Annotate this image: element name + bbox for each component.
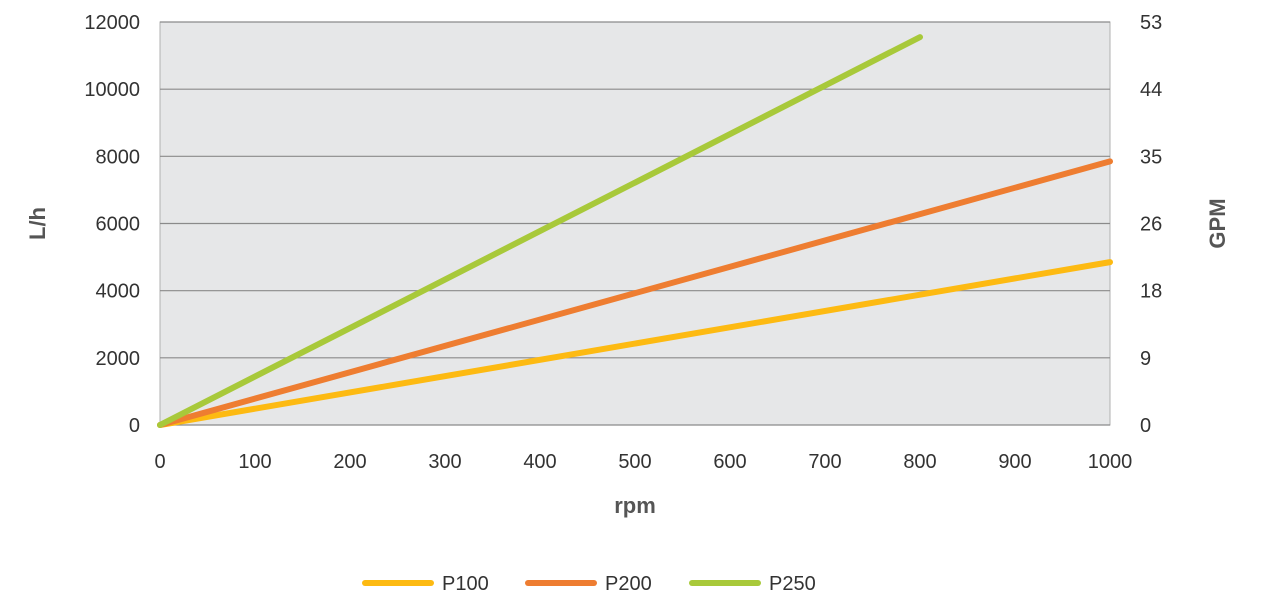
- x-tick-label: 100: [238, 451, 271, 473]
- x-axis-title: rpm: [614, 493, 656, 518]
- x-tick-labels: 0 100 200 300 400 500 600 700 800 900 1000: [154, 451, 1132, 473]
- y-tick-label: 10000: [84, 79, 140, 101]
- y-tick-labels: 0 2000 4000 6000 8000 10000 12000: [84, 12, 140, 437]
- legend: P100 P200 P250: [362, 573, 816, 595]
- x-tick-label: 400: [523, 451, 556, 473]
- series-line-p100: [157, 259, 1113, 428]
- x-tick-label: 300: [428, 451, 461, 473]
- y2-tick-label: 35: [1140, 146, 1162, 168]
- x-tick-label: 700: [808, 451, 841, 473]
- series-line-p200: [157, 158, 1113, 428]
- y2-tick-label: 9: [1140, 348, 1151, 370]
- y2-axis-title: GPM: [1205, 198, 1230, 248]
- y-tick-label: 8000: [96, 146, 141, 168]
- y-tick-label: 0: [129, 415, 140, 437]
- series-line-p250: [157, 34, 923, 428]
- y2-tick-label: 0: [1140, 415, 1151, 437]
- x-tick-label: 200: [333, 451, 366, 473]
- y2-tick-label: 18: [1140, 281, 1162, 303]
- legend-label-p250: P250: [769, 573, 816, 595]
- y-tick-label: 12000: [84, 12, 140, 34]
- x-tick-label: 600: [713, 451, 746, 473]
- x-tick-label: 500: [618, 451, 651, 473]
- y-tick-label: 4000: [96, 281, 141, 303]
- x-tick-label: 900: [998, 451, 1031, 473]
- y2-tick-labels: 0 9 18 26 35 44 53: [1140, 12, 1162, 437]
- y-tick-label: 2000: [96, 348, 141, 370]
- y2-tick-label: 44: [1140, 79, 1162, 101]
- gridlines: [160, 21, 1110, 426]
- legend-label-p200: P200: [605, 573, 652, 595]
- y2-tick-label: 26: [1140, 214, 1162, 236]
- y2-tick-label: 53: [1140, 12, 1162, 34]
- x-tick-label: 1000: [1088, 451, 1133, 473]
- y-axis-title: L/h: [25, 207, 50, 240]
- series-lines: [157, 34, 1113, 428]
- x-tick-label: 800: [903, 451, 936, 473]
- x-tick-label: 0: [154, 451, 165, 473]
- y-tick-label: 6000: [96, 214, 141, 236]
- legend-label-p100: P100: [442, 573, 489, 595]
